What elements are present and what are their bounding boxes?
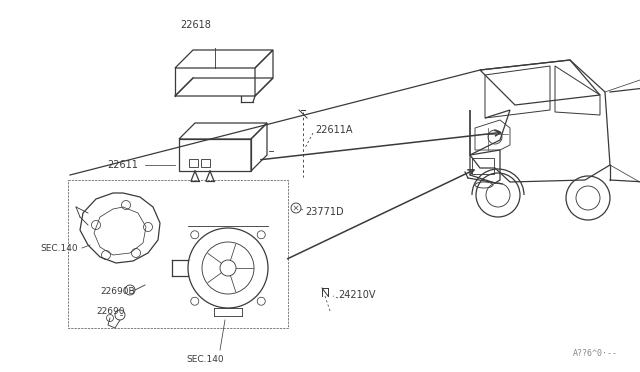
Text: 22690B: 22690B bbox=[100, 288, 134, 296]
Text: 22611: 22611 bbox=[107, 160, 138, 170]
Text: SEC.140: SEC.140 bbox=[186, 355, 224, 364]
Text: A??6^0·--: A??6^0·-- bbox=[573, 349, 618, 358]
Text: 24210V: 24210V bbox=[338, 290, 376, 300]
Text: 22618: 22618 bbox=[180, 20, 211, 30]
Text: 23771D: 23771D bbox=[305, 207, 344, 217]
Bar bbox=[472, 158, 494, 174]
Text: SEC.140: SEC.140 bbox=[40, 244, 77, 253]
Text: 22690: 22690 bbox=[96, 308, 125, 317]
Bar bbox=[201, 159, 210, 167]
Text: 22611A: 22611A bbox=[315, 125, 353, 135]
Bar bbox=[189, 159, 198, 167]
